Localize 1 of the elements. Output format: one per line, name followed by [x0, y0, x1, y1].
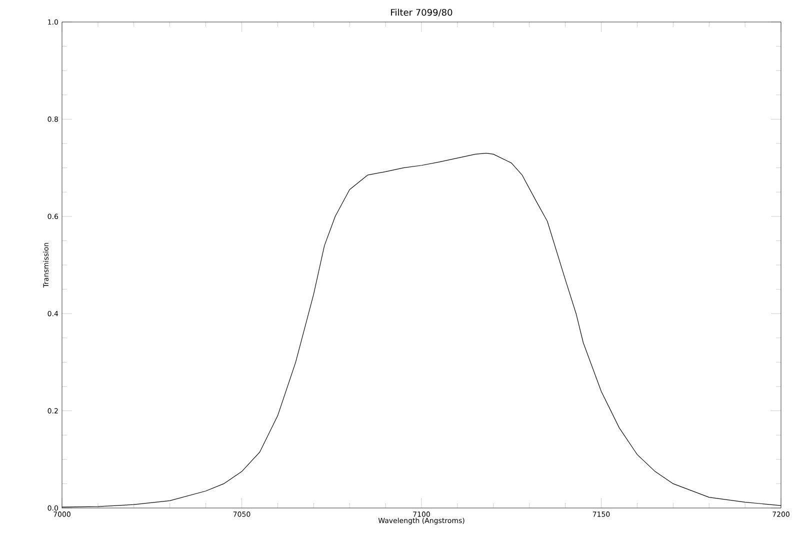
chart-title: Filter 7099/80 — [391, 8, 452, 16]
